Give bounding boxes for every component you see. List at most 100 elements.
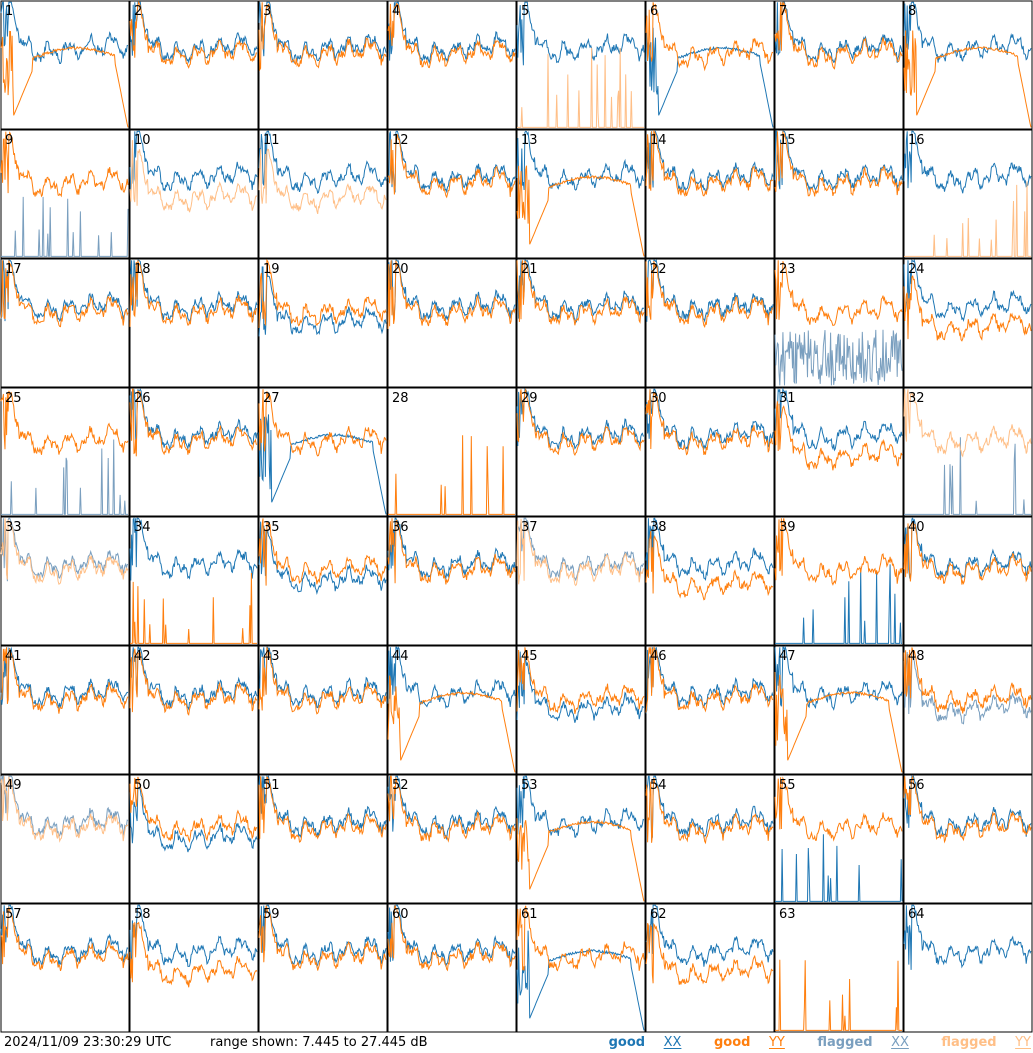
panel-number: 50	[134, 778, 151, 793]
panel-number: 15	[779, 133, 796, 148]
panel-number: 2	[134, 4, 142, 19]
panel-frame	[129, 774, 259, 904]
panel-frame	[258, 645, 388, 775]
panel-frame	[645, 516, 775, 646]
panel-frame	[516, 0, 646, 130]
panel-31: 31	[774, 387, 904, 517]
series-yy-good	[388, 134, 516, 199]
panel-number: 53	[521, 778, 538, 793]
series-xx-good	[387, 130, 516, 194]
panel-46: 46	[645, 645, 775, 775]
series-xx-good	[258, 521, 387, 596]
panel-number: 64	[908, 907, 925, 922]
panel-frame	[387, 903, 517, 1033]
panel-number: 52	[392, 778, 409, 793]
panel-number: 36	[392, 520, 409, 535]
panel-number: 28	[392, 391, 409, 406]
series-xx-flagged	[1, 196, 129, 257]
panel-15: 15	[774, 129, 904, 259]
series-yy-good	[129, 921, 258, 988]
series-yy-good	[258, 259, 387, 329]
legend-good-xx: good XX	[608, 1035, 682, 1050]
panel-number: 5	[521, 4, 529, 19]
series-yy-flagged	[903, 389, 1032, 458]
panel-number: 4	[392, 4, 400, 19]
panel-frame	[129, 516, 259, 646]
panel-52: 52	[387, 774, 517, 904]
series-yy-good	[774, 401, 903, 471]
panel-number: 46	[650, 649, 667, 664]
series-yy-good	[645, 531, 774, 601]
panel-62: 62	[645, 903, 775, 1033]
panel-frame	[516, 387, 646, 517]
panel-47: 47	[774, 645, 904, 775]
series-yy-good	[903, 275, 1032, 342]
panel-37: 37	[516, 516, 646, 646]
panel-number: 45	[521, 649, 538, 664]
series-yy-good	[258, 776, 387, 843]
panel-64: 64	[903, 903, 1033, 1033]
series-yy-good	[258, 389, 387, 457]
series-yy-good	[130, 572, 257, 644]
panel-10: 10	[129, 129, 259, 259]
panel-12: 12	[387, 129, 517, 259]
panel-58: 58	[129, 903, 259, 1033]
panel-frame	[774, 516, 904, 646]
panel-number: 23	[779, 262, 796, 277]
series-xx-good	[774, 130, 903, 192]
panel-30: 30	[645, 387, 775, 517]
series-yy-good	[387, 260, 516, 330]
panel-frame	[516, 774, 646, 904]
series-yy-flagged	[517, 47, 644, 128]
panel-9: 9	[0, 129, 130, 259]
panel-34: 34	[129, 516, 259, 646]
panel-number: 10	[134, 133, 151, 148]
panel-number: 12	[392, 133, 409, 148]
panel-32: 32	[903, 387, 1033, 517]
panel-number: 41	[5, 649, 22, 664]
panel-number: 22	[650, 262, 667, 277]
series-yy-good	[516, 818, 645, 902]
panel-number: 35	[263, 520, 280, 535]
panel-frame	[387, 516, 517, 646]
panel-42: 42	[129, 645, 259, 775]
series-yy-good	[0, 30, 129, 128]
panel-5: 5	[516, 0, 646, 130]
series-yy-good	[774, 260, 903, 327]
panel-number: 26	[134, 391, 151, 406]
series-yy-good	[129, 776, 258, 844]
panel-frame	[387, 645, 517, 775]
series-yy-good	[387, 905, 516, 972]
panel-number: 32	[908, 391, 925, 406]
series-xx-good	[903, 130, 1032, 194]
panel-frame	[258, 258, 388, 388]
panel-24: 24	[903, 258, 1033, 388]
series-yy-good	[0, 260, 129, 328]
panel-frame	[645, 903, 775, 1033]
series-yy-good	[387, 775, 516, 843]
panel-number: 62	[650, 907, 667, 922]
series-xx-good	[774, 645, 903, 711]
panel-6: 6	[645, 0, 775, 130]
panel-frame	[774, 903, 904, 1033]
panel-number: 3	[263, 4, 271, 19]
panel-frame	[903, 0, 1033, 130]
series-yy-flagged	[0, 518, 129, 585]
panel-number: 20	[392, 262, 409, 277]
panel-frame	[516, 258, 646, 388]
series-xx-good	[258, 904, 387, 969]
panel-frame	[774, 774, 904, 904]
panel-frame	[0, 387, 130, 517]
panel-frame	[645, 387, 775, 517]
series-yy-flagged	[0, 776, 129, 843]
panel-38: 38	[645, 516, 775, 646]
legend-flagged-xx: flagged XX	[817, 1035, 909, 1050]
panel-39: 39	[774, 516, 904, 646]
series-yy-good	[129, 388, 258, 457]
panel-3: 3	[258, 0, 388, 130]
series-yy-good	[645, 2, 774, 72]
panel-43: 43	[258, 645, 388, 775]
series-yy-good	[129, 260, 258, 327]
panel-number: 33	[5, 520, 22, 535]
panel-frame	[903, 387, 1033, 517]
